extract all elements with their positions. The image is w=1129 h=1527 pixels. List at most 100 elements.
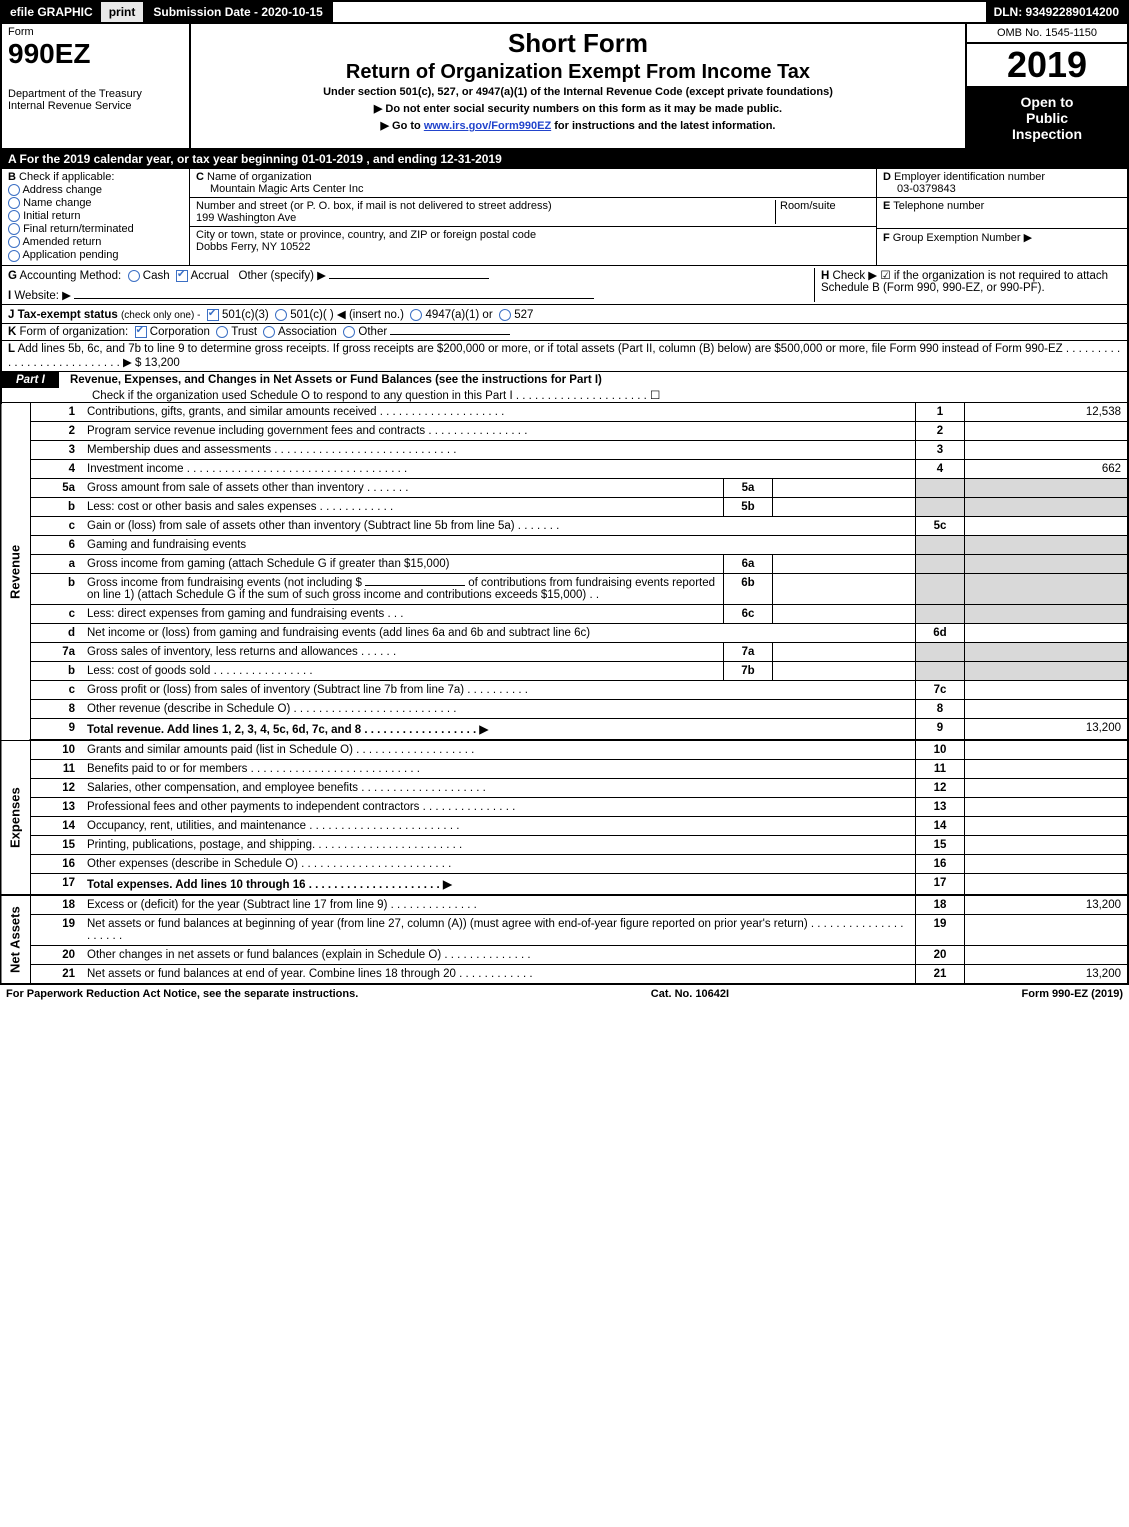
city-label: City or town, state or province, country… (196, 229, 536, 241)
j-527: 527 (514, 309, 533, 321)
tax-year: 2019 (967, 44, 1127, 88)
ln7b-sv (773, 661, 916, 680)
c-label: Name of organization (207, 171, 312, 183)
ln4-num: 4 (31, 459, 82, 478)
chk-pending-label: Application pending (22, 249, 118, 261)
l-letter: L (8, 343, 15, 355)
k-other: Other (358, 326, 387, 338)
ln4-desc: Investment income . . . . . . . . . . . … (81, 459, 916, 478)
ln6b-sv (773, 573, 916, 604)
h-block: H Check ▶ ☑ if the organization is not r… (814, 268, 1121, 302)
chk-initial[interactable]: Initial return (8, 210, 183, 222)
ln5a-amt (965, 478, 1129, 497)
part1-check-text: Check if the organization used Schedule … (2, 390, 650, 402)
b-label: Check if applicable: (19, 171, 114, 183)
chk-amended-label: Amended return (22, 236, 101, 248)
ln2-rn: 2 (916, 421, 965, 440)
part1-header: Part I Revenue, Expenses, and Changes in… (0, 372, 1129, 403)
part1-checkbox[interactable]: ☐ (650, 390, 660, 402)
circle-icon[interactable] (128, 270, 140, 282)
ln19-amt (965, 914, 1129, 945)
ln13-amt (965, 797, 1129, 816)
chk-initial-label: Initial return (23, 210, 80, 222)
chk-address-label: Address change (22, 184, 102, 196)
lines-table: Revenue 1 Contributions, gifts, grants, … (0, 403, 1129, 985)
k-corp: Corporation (150, 326, 210, 338)
ln10-desc: Grants and similar amounts paid (list in… (81, 740, 916, 760)
col-b: B Check if applicable: Address change Na… (2, 169, 190, 265)
ln6a-desc: Gross income from gaming (attach Schedul… (81, 554, 724, 573)
ln7a-rn (916, 642, 965, 661)
ln6d-desc: Net income or (loss) from gaming and fun… (81, 623, 916, 642)
ln7b-rn (916, 661, 965, 680)
ln6c-amt (965, 604, 1129, 623)
ln11-desc: Benefits paid to or for members . . . . … (81, 759, 916, 778)
chk-address[interactable]: Address change (8, 184, 183, 196)
insp2: Public (1026, 110, 1068, 126)
checkbox-checked-icon[interactable] (207, 309, 219, 321)
circle-icon[interactable] (499, 309, 511, 321)
ln1-num: 1 (31, 403, 82, 422)
ln5c-num: c (31, 516, 82, 535)
irs-link[interactable]: www.irs.gov/Form990EZ (424, 120, 551, 132)
chk-final[interactable]: Final return/terminated (8, 223, 183, 235)
ln6c-sv (773, 604, 916, 623)
ln5b-desc: Less: cost or other basis and sales expe… (81, 497, 724, 516)
tel-label: Telephone number (893, 200, 984, 212)
chk-amended[interactable]: Amended return (8, 236, 183, 248)
checkbox-checked-icon[interactable] (176, 270, 188, 282)
ln21-desc: Net assets or fund balances at end of ye… (81, 964, 916, 984)
ln5a-sv (773, 478, 916, 497)
ln17-desc-b: Total expenses. Add lines 10 through 16 … (87, 879, 452, 891)
print-button[interactable]: print (101, 2, 146, 22)
g-block: G Accounting Method: Cash Accrual Other … (8, 268, 814, 302)
ln7a-amt (965, 642, 1129, 661)
l-row: L Add lines 5b, 6c, and 7b to line 9 to … (0, 341, 1129, 372)
j-501c: 501(c)( ) ◀ (insert no.) (290, 309, 404, 321)
k-row: K Form of organization: Corporation Trus… (0, 324, 1129, 341)
b-letter: B (8, 171, 16, 183)
circle-icon[interactable] (343, 326, 355, 338)
ln1-amt: 12,538 (965, 403, 1129, 422)
omb-number: OMB No. 1545-1150 (967, 24, 1127, 44)
ln14-desc: Occupancy, rent, utilities, and maintena… (81, 816, 916, 835)
ln21-amt: 13,200 (965, 964, 1129, 984)
circle-icon (8, 236, 20, 248)
ln20-rn: 20 (916, 945, 965, 964)
circle-icon[interactable] (263, 326, 275, 338)
circle-icon (8, 210, 20, 222)
circle-icon[interactable] (275, 309, 287, 321)
ln5b-rn (916, 497, 965, 516)
ln7b-desc: Less: cost of goods sold . . . . . . . .… (81, 661, 724, 680)
circle-icon[interactable] (216, 326, 228, 338)
ln6b-sl: 6b (724, 573, 773, 604)
ln19-num: 19 (31, 914, 82, 945)
ln16-desc: Other expenses (describe in Schedule O) … (81, 854, 916, 873)
insp1: Open to (1021, 94, 1074, 110)
ln17-desc: Total expenses. Add lines 10 through 16 … (81, 873, 916, 895)
goto-post: for instructions and the latest informat… (554, 120, 775, 132)
j-label: Tax-exempt status (18, 309, 118, 321)
ln11-amt (965, 759, 1129, 778)
checkbox-checked-icon[interactable] (135, 326, 147, 338)
ln7b-sl: 7b (724, 661, 773, 680)
chk-name[interactable]: Name change (8, 197, 183, 209)
ln20-num: 20 (31, 945, 82, 964)
circle-icon (8, 223, 20, 235)
ln7b-num: b (31, 661, 82, 680)
ln15-num: 15 (31, 835, 82, 854)
g-letter: G (8, 270, 17, 282)
circle-icon[interactable] (410, 309, 422, 321)
ln12-amt (965, 778, 1129, 797)
chk-pending[interactable]: Application pending (8, 249, 183, 261)
i-letter: I (8, 290, 11, 302)
ln4-rn: 4 (916, 459, 965, 478)
k-assoc: Association (278, 326, 337, 338)
ln15-desc: Printing, publications, postage, and shi… (81, 835, 916, 854)
j-4947: 4947(a)(1) or (426, 309, 493, 321)
ln6a-sl: 6a (724, 554, 773, 573)
ln12-num: 12 (31, 778, 82, 797)
ln6d-rn: 6d (916, 623, 965, 642)
ln15-amt (965, 835, 1129, 854)
f-group-block: F Group Exemption Number ▶ (877, 229, 1127, 260)
